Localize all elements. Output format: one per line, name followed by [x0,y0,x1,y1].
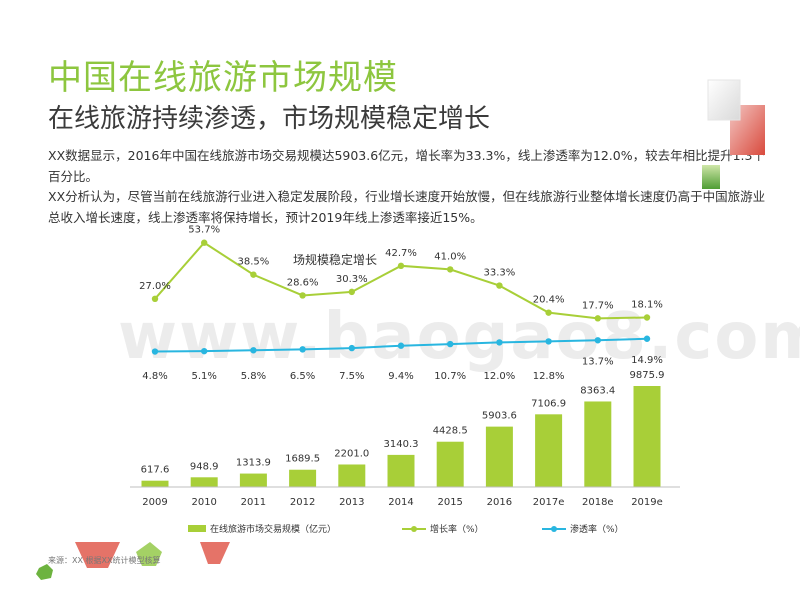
penetration-rate-point [643,335,651,342]
penetration-rate-point [299,346,306,353]
bar-2013 [338,464,366,487]
bar-value-label: 4428.5 [433,426,468,437]
growth-rate-label: 33.3% [484,268,516,279]
growth-rate-label: 17.7% [582,300,614,311]
bar-value-label: 3140.3 [384,439,419,450]
legend-label-penetration: 渗透率（%） [570,523,624,535]
legend-swatch-bar [188,525,206,532]
growth-rate-point [201,239,208,246]
x-tick-label: 2009 [142,497,167,508]
bar-value-label: 948.9 [190,461,219,472]
penetration-rate-label: 5.8% [241,371,266,382]
growth-rate-point [545,309,552,316]
growth-rate-point [250,271,257,278]
growth-rate-label: 27.0% [139,281,171,292]
growth-rate-label: 28.6% [287,277,319,288]
penetration-rate-point [447,340,454,348]
x-tick-label: 2015 [437,497,462,508]
penetration-rate-label: 5.1% [191,371,216,382]
x-tick-label: 2016 [487,497,512,508]
watermark: www.baogao8.com [118,300,800,374]
x-tick-label: 2014 [388,497,413,508]
growth-rate-label: 38.5% [238,257,270,268]
penetration-rate-label: 4.8% [142,371,167,382]
growth-rate-point [643,314,651,321]
bar-value-label: 9875.9 [630,370,665,381]
growth-rate-label: 41.0% [434,251,466,262]
decorative-squares [702,79,765,189]
growth-rate-label: 30.3% [336,274,368,285]
penetration-rate-point [250,347,257,354]
bar-2016 [485,426,513,487]
page-title: 中国在线旅游市场规模 [48,58,398,98]
x-tick-label: 2012 [290,497,315,508]
penetration-rate-label: 7.5% [339,371,364,382]
bar-2018e [584,401,612,487]
penetration-rate-label: 9.4% [388,371,413,382]
bar-value-label: 5903.6 [482,411,517,422]
legend-label-bar: 在线旅游市场交易规模（亿元） [210,523,336,535]
bar-2011 [239,473,267,487]
legend-marker-penetration [551,526,557,532]
growth-rate-label: 18.1% [631,299,663,310]
legend-marker-growth [411,526,417,532]
bar-2015 [436,441,464,487]
penetration-rate-point [151,348,159,355]
growth-rate-point [299,292,306,299]
bar-value-label: 617.6 [141,465,170,476]
bar-2012 [289,469,317,487]
bar-value-label: 1313.9 [236,458,271,469]
bar-2010 [190,477,218,487]
bar-value-label: 8363.4 [580,385,615,396]
growth-rate-point [496,282,503,289]
growth-rate-point [447,266,454,273]
bar-value-label: 7106.9 [531,398,566,409]
x-tick-label: 2017e [533,497,565,508]
penetration-rate-label: 6.5% [290,371,315,382]
description-paragraph-1: XX数据显示，2016年中国在线旅游市场交易规模达5903.6亿元，增长率为33… [48,148,765,184]
legend-label-growth: 增长率（%） [430,523,484,535]
penetration-rate-point [545,338,552,345]
penetration-rate-point [348,344,355,352]
x-tick-label: 2011 [241,497,266,508]
growth-rate-label: 20.4% [533,295,565,306]
chart-title: 场规模稳定增长 [293,252,377,267]
penetration-rate-point [594,337,601,344]
penetration-rate-point [496,339,503,346]
bar-2009 [141,480,169,487]
growth-rate-point [594,315,601,322]
growth-rate-label: 53.7% [188,225,220,236]
penetration-rate-point [201,347,208,355]
bar-2014 [387,454,415,487]
source-note: 来源：XX 根据XX统计模型核算 [48,556,161,565]
penetration-rate-label: 13.7% [582,356,614,367]
x-tick-label: 2018e [582,497,614,508]
x-tick-label: 2010 [191,497,216,508]
bar-2017e [535,414,563,487]
growth-rate-label: 42.7% [385,248,417,259]
penetration-rate-label: 10.7% [434,371,466,382]
penetration-rate-label: 14.9% [631,355,663,366]
x-tick-label: 2019e [631,497,663,508]
bar-value-label: 2201.0 [334,448,369,459]
decorative-shapes-bottom [36,542,230,580]
x-tick-label: 2013 [339,497,364,508]
bar-2019e [633,386,661,487]
penetration-rate-point [397,342,405,349]
growth-rate-point [151,295,159,302]
penetration-rate-label: 12.8% [533,371,565,382]
bar-value-label: 1689.5 [285,454,320,465]
growth-rate-point [397,262,405,270]
page-subtitle: 在线旅游持续渗透，市场规模稳定增长 [48,104,491,134]
penetration-rate-label: 12.0% [484,371,516,382]
description-paragraph-2: XX分析认为，尽管当前在线旅游行业进入稳定发展阶段，行业增长速度开始放慢，但在线… [48,189,766,225]
growth-rate-point [348,288,355,296]
